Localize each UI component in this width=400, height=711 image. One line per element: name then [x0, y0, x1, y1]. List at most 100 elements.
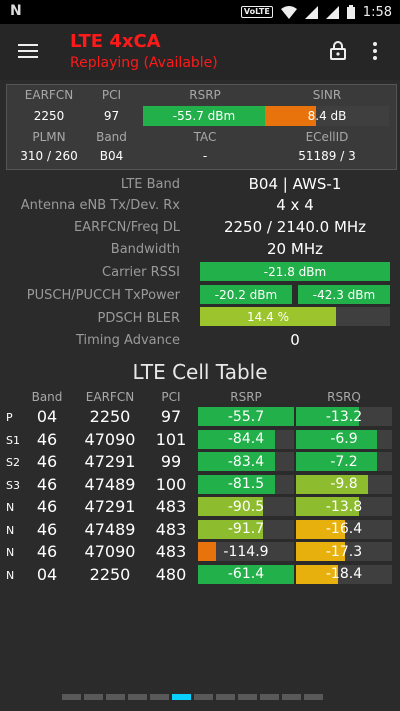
cell-rsrp-value: -83.4	[227, 453, 265, 470]
page-dot[interactable]	[172, 694, 191, 700]
cell-rsrq-value: -9.8	[330, 476, 358, 492]
sinr-bar-label: 8.4 dB	[307, 109, 347, 123]
bandwidth-value: 20 MHz	[267, 240, 323, 258]
cell-rsrq-bar: -18.4	[296, 564, 392, 584]
bler-bar-label: 14.4 %	[247, 309, 289, 324]
earfcn-freq-label: EARFCN/Freq DL	[73, 220, 180, 235]
cell-row-type: P	[6, 411, 13, 424]
cell-earfcn: 47090	[84, 429, 136, 449]
cell-pci: 483	[155, 542, 187, 561]
ecellid-value: 51189 / 3	[298, 149, 356, 163]
sinr-header: SINR	[312, 88, 342, 102]
cell-rsrq-bar-fill	[296, 429, 377, 449]
page-indicator[interactable]	[62, 694, 323, 700]
carrier-rssi-label: Carrier RSSI	[102, 265, 180, 280]
cell-rsrp-bar: -91.7	[198, 519, 294, 539]
sinr-bar: 8.4 dB	[265, 106, 389, 126]
cell-row-type: N	[6, 501, 15, 514]
cell-rsrp-bar: -90.5	[198, 497, 294, 516]
rsrp-bar-fill	[143, 106, 265, 126]
menu-icon[interactable]	[18, 44, 38, 58]
bandwidth-label: Bandwidth	[110, 242, 180, 257]
cell-rsrq-value: -13.8	[325, 498, 363, 515]
page-dot[interactable]	[238, 694, 257, 700]
cell-rsrp-bar-fill	[198, 497, 264, 516]
serving-cell-summary: EARFCN PCI RSRP SINR 2250 97 -55.7 dBm 8…	[6, 84, 397, 170]
earfcn-header: EARFCN	[24, 88, 74, 102]
plmn-header: PLMN	[32, 130, 66, 144]
cell-rsrq-value: -18.4	[325, 566, 363, 582]
cell-band: 46	[36, 519, 58, 539]
cell-rsrp-value: -90.5	[227, 498, 265, 515]
page-dot[interactable]	[150, 694, 169, 700]
overflow-menu-icon[interactable]	[370, 42, 380, 62]
cell-rsrp-bar-fill	[198, 407, 294, 426]
cell-rsrp-bar: -83.4	[198, 452, 294, 471]
plmn-value: 310 / 260	[20, 149, 78, 163]
cell-pci: 97	[160, 407, 182, 426]
notification-icon: N	[10, 3, 22, 19]
lte-band-value: B04 | AWS-1	[248, 175, 342, 193]
page-dot[interactable]	[106, 694, 125, 700]
pusch-power-bar: -20.2 dBm	[200, 285, 292, 304]
cell-rsrq-bar-fill	[296, 452, 377, 471]
page-dot[interactable]	[128, 694, 147, 700]
rsrq-column-header: RSRQ	[327, 390, 361, 404]
cell-row-type: N	[6, 568, 15, 582]
cell-rsrq-bar: -7.2	[296, 452, 392, 471]
cell-rsrq-bar-fill	[296, 474, 368, 494]
rsrp-column-header: RSRP	[230, 390, 262, 404]
cell-band: 46	[36, 474, 58, 494]
cell-pci: 100	[155, 474, 187, 494]
cell-rsrq-bar: -17.3	[296, 542, 392, 561]
cell-row-type: N	[6, 546, 15, 559]
bler-bar: 14.4 %	[200, 307, 390, 326]
tac-header: TAC	[193, 130, 217, 144]
cell-rsrp-value: -84.4	[227, 431, 265, 447]
cell-rsrq-value: -13.2	[325, 408, 363, 425]
page-dot[interactable]	[62, 694, 81, 700]
page-dot[interactable]	[260, 694, 279, 700]
wifi-icon	[280, 5, 297, 19]
page-dot[interactable]	[84, 694, 103, 700]
app-title: LTE 4xCA	[70, 31, 161, 52]
cell-earfcn: 47489	[84, 474, 136, 494]
cell-rsrp-value: -81.5	[227, 476, 265, 492]
pci-value: 97	[103, 109, 120, 123]
lte-band-label: LTE Band	[120, 177, 180, 192]
cell-rsrq-value: -7.2	[330, 453, 358, 470]
pusch-power-bar-label: -20.2 dBm	[214, 287, 278, 302]
pci-column-header: PCI	[161, 390, 181, 404]
timing-advance-label: Timing Advance	[75, 333, 180, 348]
cell-rsrq-value: -6.9	[330, 431, 358, 447]
cell-rsrq-value: -16.4	[325, 521, 363, 537]
cell-rsrp-bar-fill	[198, 542, 217, 561]
cell-row-type: N	[6, 523, 15, 537]
cell-pci: 99	[160, 452, 182, 471]
cell-earfcn: 47090	[84, 542, 136, 561]
cell-band: 04	[36, 564, 58, 584]
cell-rsrq-bar: -6.9	[296, 429, 392, 449]
page-dot[interactable]	[282, 694, 301, 700]
antenna-label: Antenna eNB Tx/Dev. Rx	[20, 198, 180, 213]
bler-bar-fill	[200, 307, 336, 326]
signal-icon-2	[325, 5, 339, 19]
cell-pci: 480	[155, 564, 187, 584]
page-dot[interactable]	[304, 694, 323, 700]
cell-rsrp-bar: -81.5	[198, 474, 294, 494]
carrier-rssi-bar: -21.8 dBm	[200, 262, 390, 281]
cell-rsrp-value: -61.4	[227, 566, 265, 582]
cell-rsrp-bar-fill	[198, 452, 275, 471]
page-dot[interactable]	[216, 694, 235, 700]
cell-earfcn: 47489	[84, 519, 136, 539]
cell-earfcn: 47291	[84, 497, 136, 516]
battery-icon	[346, 5, 355, 19]
lock-icon[interactable]	[330, 40, 346, 60]
cell-rsrq-bar: -16.4	[296, 519, 392, 539]
pci-header: PCI	[101, 88, 122, 102]
volte-icon: VoLTE	[240, 6, 273, 18]
cell-band: 04	[36, 407, 58, 426]
page-dot[interactable]	[194, 694, 213, 700]
cell-rsrq-bar-fill	[296, 564, 339, 584]
cell-rsrp-bar-fill	[198, 519, 264, 539]
